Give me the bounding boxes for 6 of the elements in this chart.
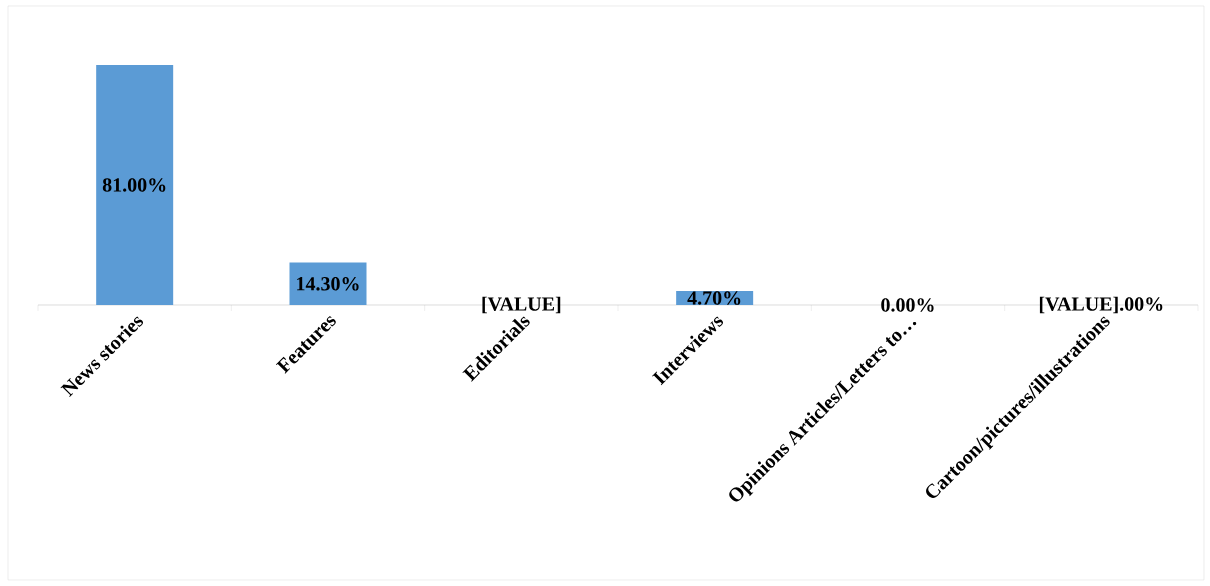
data-label: 4.70% <box>687 291 741 305</box>
data-label: [VALUE] <box>482 296 561 314</box>
data-label: 81.00% <box>102 178 166 192</box>
data-label: 0.00% <box>881 298 934 312</box>
data-label: [VALUE].00% <box>1039 296 1163 314</box>
data-label: 14.30% <box>297 277 359 291</box>
